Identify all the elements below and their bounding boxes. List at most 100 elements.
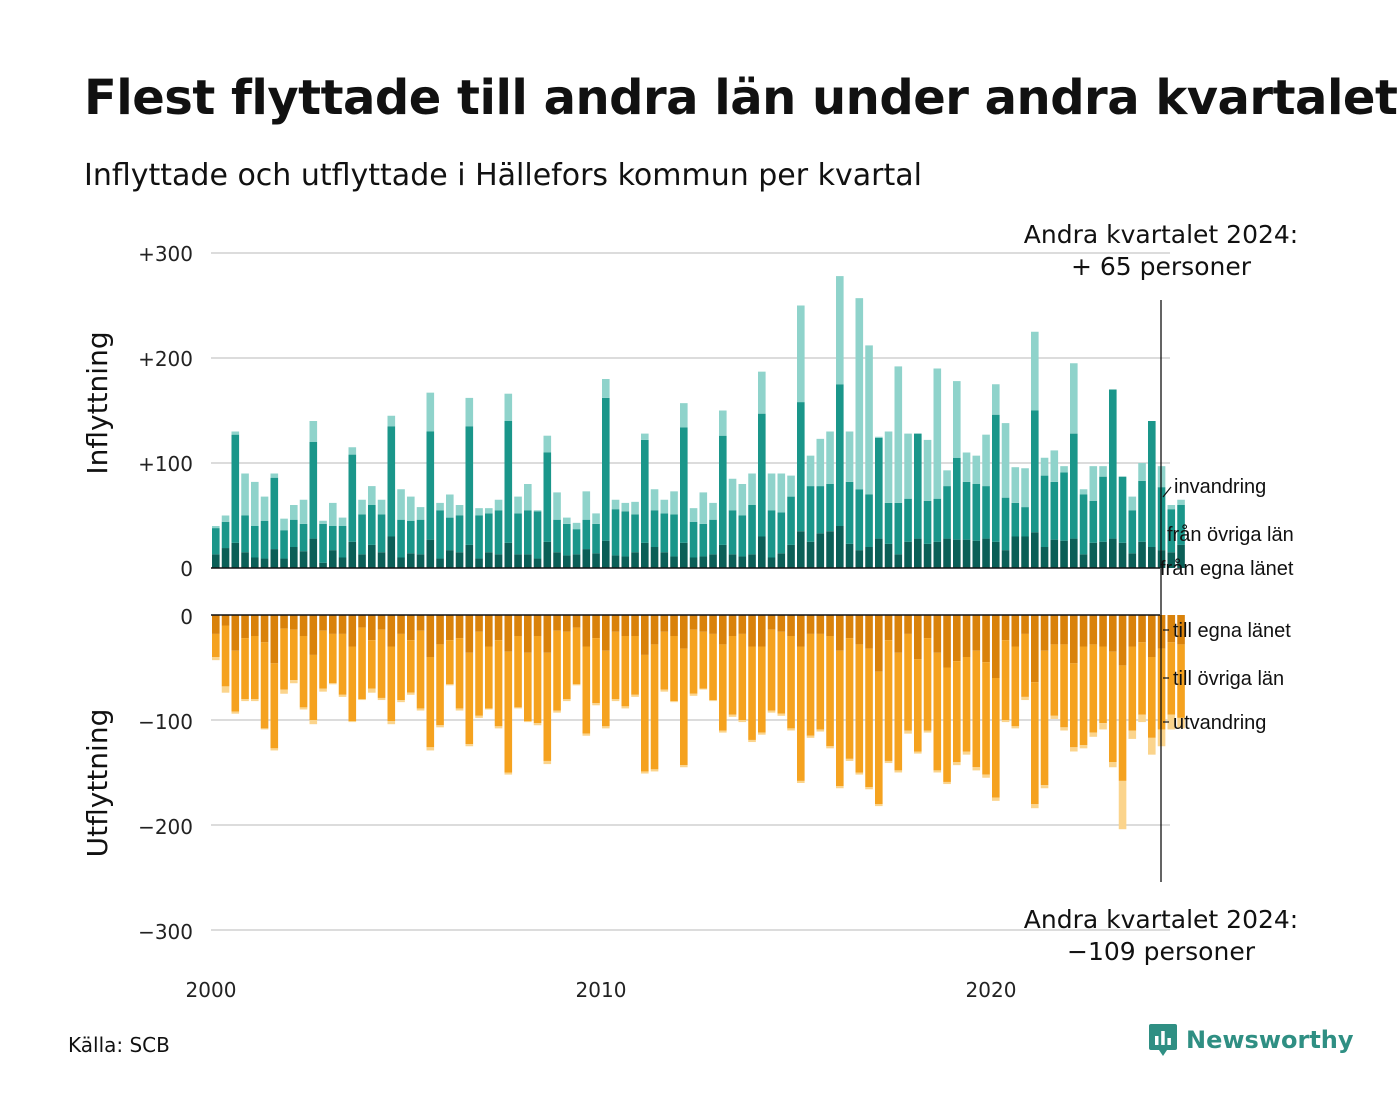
bar-outflow-other <box>592 638 600 704</box>
bar-inflow-local <box>787 544 795 568</box>
bar-inflow-local <box>1148 547 1156 568</box>
bar-outflow-emigration <box>933 770 942 773</box>
bar-outflow-local <box>221 615 230 626</box>
bar-outflow-other <box>1177 644 1185 718</box>
bar-inflow-immigration <box>436 502 444 511</box>
bar-outflow-local <box>563 615 571 632</box>
bar-inflow-other <box>1167 509 1176 553</box>
bar-outflow-other <box>1079 646 1088 746</box>
bar-inflow-local <box>1109 538 1117 568</box>
bar-outflow-other <box>582 646 591 734</box>
bar-inflow-other <box>212 528 220 555</box>
x-tick-2010: 2010 <box>576 978 627 1002</box>
bar-inflow-other <box>436 510 444 559</box>
bar-outflow-local <box>553 615 561 631</box>
bar-inflow-local <box>319 562 327 568</box>
bar-inflow-other <box>748 505 756 555</box>
bar-outflow-local <box>436 615 444 645</box>
bar-outflow-other <box>426 657 435 748</box>
bar-outflow-emigration <box>787 728 795 731</box>
label-from-own-county: från egna länet <box>1160 558 1294 580</box>
bar-inflow-immigration <box>221 515 230 522</box>
bar-outflow-other <box>1118 665 1127 781</box>
bar-inflow-other <box>563 523 571 556</box>
bar-outflow-local <box>884 615 893 641</box>
annotation-inflow-line1: Andra kvartalet 2024: <box>1024 220 1298 249</box>
bar-inflow-immigration <box>563 517 571 524</box>
bar-outflow-other <box>563 631 571 699</box>
bar-inflow-immigration <box>680 403 688 428</box>
bar-inflow-immigration <box>631 501 639 515</box>
bar-outflow-emigration <box>1128 730 1137 739</box>
bar-inflow-other <box>446 517 454 551</box>
bar-outflow-emigration <box>387 721 396 725</box>
bar-inflow-immigration <box>826 431 834 484</box>
bar-inflow-immigration <box>709 502 717 520</box>
bar-outflow-local <box>748 615 756 647</box>
bar-outflow-other <box>962 657 971 752</box>
bar-inflow-local <box>621 556 630 568</box>
bar-inflow-immigration <box>923 439 932 501</box>
bar-outflow-other <box>836 650 844 787</box>
bar-outflow-local <box>865 615 873 649</box>
bar-inflow-local <box>270 549 279 568</box>
bar-inflow-local <box>1001 550 1010 568</box>
bar-inflow-other <box>309 442 318 539</box>
bar-inflow-immigration <box>290 505 298 520</box>
bar-inflow-other <box>933 498 942 542</box>
bar-inflow-other <box>758 413 766 537</box>
bar-outflow-local <box>1011 615 1020 647</box>
bar-inflow-local <box>1138 541 1146 568</box>
bar-outflow-other <box>416 630 425 709</box>
bar-inflow-immigration <box>397 489 405 520</box>
bar-outflow-other <box>777 631 786 714</box>
bar-outflow-local <box>446 615 454 641</box>
bar-inflow-immigration <box>270 473 279 478</box>
bar-outflow-local <box>407 615 415 641</box>
bar-inflow-other <box>689 521 698 558</box>
bar-inflow-local <box>1021 536 1029 568</box>
bar-inflow-local <box>241 552 249 568</box>
bar-outflow-other <box>855 644 864 773</box>
bar-inflow-immigration <box>611 499 620 510</box>
bar-inflow-other <box>397 519 405 558</box>
bar-outflow-local <box>641 615 649 655</box>
bar-outflow-emigration <box>845 758 854 761</box>
bar-outflow-other <box>1001 640 1010 720</box>
bar-outflow-other <box>533 636 542 724</box>
bar-inflow-other <box>270 477 279 550</box>
bar-inflow-other <box>914 433 922 539</box>
bar-outflow-emigration <box>231 711 240 714</box>
bar-inflow-local <box>826 531 834 568</box>
bar-inflow-immigration <box>1099 466 1107 477</box>
bar-inflow-immigration <box>592 513 600 524</box>
bar-inflow-local <box>1011 536 1020 568</box>
bar-inflow-other <box>1148 421 1156 547</box>
bar-outflow-local <box>611 615 620 632</box>
bar-inflow-other <box>816 486 825 534</box>
bar-inflow-local <box>290 547 298 568</box>
bar-outflow-local <box>231 615 240 651</box>
bar-inflow-immigration <box>416 507 425 520</box>
bar-outflow-emigration <box>1040 785 1049 789</box>
bar-inflow-local <box>875 538 883 568</box>
bar-outflow-other <box>338 633 347 695</box>
bar-inflow-local <box>719 544 727 568</box>
bar-outflow-other <box>670 636 678 702</box>
bar-outflow-local <box>914 615 922 660</box>
bar-inflow-immigration <box>992 384 1000 415</box>
bar-inflow-local <box>641 542 649 568</box>
bar-inflow-immigration <box>1001 423 1010 498</box>
bar-outflow-local <box>494 615 503 641</box>
bar-outflow-other <box>465 652 474 745</box>
bar-outflow-other <box>1060 644 1068 728</box>
bar-outflow-other <box>1089 644 1098 733</box>
bar-outflow-local <box>855 615 864 645</box>
bar-outflow-local <box>962 615 971 657</box>
bar-inflow-immigration <box>377 499 386 515</box>
bar-outflow-emigration <box>1089 732 1098 737</box>
bar-outflow-other <box>1011 646 1020 727</box>
bar-outflow-local <box>338 615 347 634</box>
bar-inflow-other <box>602 397 610 541</box>
bar-outflow-local <box>309 615 318 655</box>
